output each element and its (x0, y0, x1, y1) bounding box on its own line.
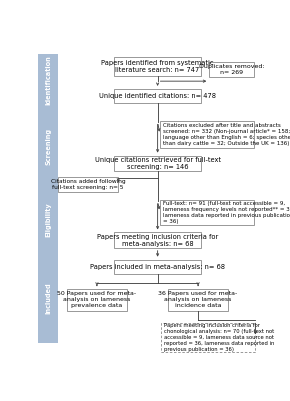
Text: Papers meeting inclusion criteria for
chonological analysis: n= 70 (full-text no: Papers meeting inclusion criteria for ch… (164, 323, 274, 352)
FancyBboxPatch shape (114, 156, 202, 171)
FancyBboxPatch shape (114, 89, 202, 103)
Text: 36 Papers used for meta-
analysis on lameness
incidence data: 36 Papers used for meta- analysis on lam… (158, 291, 238, 308)
Text: Eligibility: Eligibility (45, 202, 51, 237)
Text: 50 Papers used for meta-
analysis on lameness
prevalence data: 50 Papers used for meta- analysis on lam… (57, 291, 137, 308)
Text: Full-text: n= 91 (full-text not accessible = 9,
lameness frequency levels not re: Full-text: n= 91 (full-text not accessib… (163, 201, 290, 224)
FancyBboxPatch shape (114, 57, 202, 76)
FancyBboxPatch shape (160, 122, 254, 148)
FancyBboxPatch shape (39, 54, 58, 110)
FancyBboxPatch shape (39, 253, 58, 343)
FancyBboxPatch shape (114, 233, 202, 248)
FancyBboxPatch shape (209, 62, 254, 77)
Text: Citations excluded after title and abstracts
screened: n= 332 (Non-journal artic: Citations excluded after title and abstr… (163, 123, 290, 146)
FancyBboxPatch shape (114, 259, 202, 274)
Text: Citations added following
full-text screening: n= 5: Citations added following full-text scre… (51, 179, 125, 190)
Text: Included: Included (45, 282, 51, 314)
Text: Unique identified citations: n= 478: Unique identified citations: n= 478 (99, 93, 216, 99)
FancyBboxPatch shape (39, 110, 58, 186)
FancyBboxPatch shape (168, 289, 229, 311)
Text: Unique citations retrieved for full-text
screening: n= 146: Unique citations retrieved for full-text… (95, 157, 221, 170)
Text: Identification: Identification (45, 56, 51, 105)
FancyBboxPatch shape (161, 323, 255, 352)
Text: Screening: Screening (45, 128, 51, 166)
Text: Papers included in meta-analysis: n= 68: Papers included in meta-analysis: n= 68 (90, 264, 225, 270)
FancyBboxPatch shape (160, 200, 254, 225)
FancyBboxPatch shape (39, 186, 58, 253)
Text: Duplicates removed:
n= 269: Duplicates removed: n= 269 (199, 64, 264, 75)
FancyBboxPatch shape (67, 289, 127, 311)
Text: Papers identified from systematic
literature search: n= 747: Papers identified from systematic litera… (102, 60, 214, 73)
Text: Papers meeting inclusion criteria for
meta-analysis: n= 68: Papers meeting inclusion criteria for me… (97, 233, 218, 247)
FancyBboxPatch shape (58, 178, 118, 192)
